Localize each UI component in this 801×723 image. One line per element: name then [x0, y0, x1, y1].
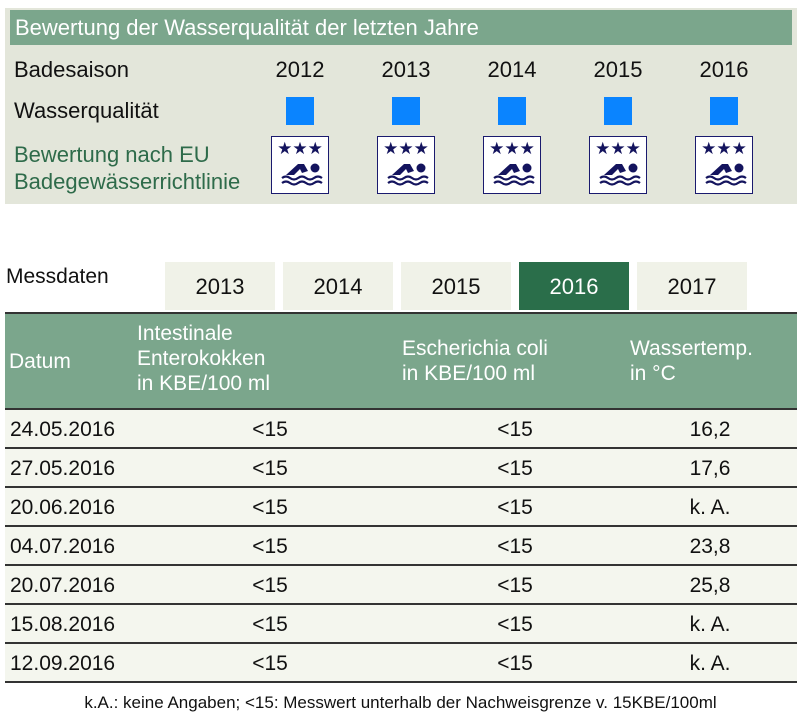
quality-indicator — [710, 97, 738, 125]
season-year: 2016 — [699, 57, 749, 82]
quality-indicator — [286, 97, 314, 125]
cell-ecoli: <15 — [497, 535, 533, 558]
panel-title: Bewertung der Wasserqualität der letzten… — [10, 10, 792, 45]
water-quality-panel: Bewertung der Wasserqualität der letzten… — [5, 8, 797, 204]
tab-2015[interactable]: 2015 — [401, 262, 511, 310]
svg-text:★★★: ★★★ — [277, 139, 323, 159]
cell-enterococci: <15 — [252, 613, 288, 636]
table-row: 20.06.2016 <15 <15 k. A. — [5, 488, 797, 527]
cell-enterococci: <15 — [252, 418, 288, 441]
cell-temperature: 16,2 — [689, 418, 731, 441]
cell-enterococci: <15 — [252, 496, 288, 519]
eu-rating-badge-icon: ★★★ — [695, 136, 753, 194]
eu-rating-badge-icon: ★★★ — [589, 136, 647, 194]
svg-text:★★★: ★★★ — [701, 139, 747, 159]
eu-rating-badge-icon: ★★★ — [483, 136, 541, 194]
cell-temperature: 25,8 — [689, 574, 731, 597]
tab-2017[interactable]: 2017 — [637, 262, 747, 310]
cell-date: 12.09.2016 — [10, 652, 116, 675]
cell-ecoli: <15 — [497, 457, 533, 480]
season-year: 2012 — [275, 57, 325, 82]
quality-label: Wasserqualität — [14, 98, 159, 123]
cell-date: 27.05.2016 — [10, 457, 116, 480]
cell-enterococci: <15 — [252, 574, 288, 597]
cell-temperature: 17,6 — [689, 457, 731, 480]
tab-2016[interactable]: 2016 — [519, 262, 629, 310]
cell-ecoli: <15 — [497, 652, 533, 675]
table-row: 12.09.2016 <15 <15 k. A. — [5, 644, 797, 683]
cell-date: 20.06.2016 — [10, 496, 116, 519]
quality-indicator — [392, 97, 420, 125]
tab-2013[interactable]: 2013 — [165, 262, 275, 310]
cell-date: 24.05.2016 — [10, 418, 116, 441]
header-ecoli: Escherichia coli in KBE/100 ml — [402, 337, 548, 385]
eu-label: Bewertung nach EU Badegewässerrichtlinie — [14, 142, 241, 194]
cell-ecoli: <15 — [497, 613, 533, 636]
cell-enterococci: <15 — [252, 652, 288, 675]
cell-date: 04.07.2016 — [10, 535, 116, 558]
season-year: 2013 — [381, 57, 431, 82]
table-row: 24.05.2016 <15 <15 16,2 — [5, 410, 797, 449]
cell-temperature: 23,8 — [689, 535, 731, 558]
quality-indicator — [604, 97, 632, 125]
cell-ecoli: <15 — [497, 496, 533, 519]
header-date: Datum — [9, 350, 71, 373]
tab-2014[interactable]: 2014 — [283, 262, 393, 310]
season-year: 2015 — [593, 57, 643, 82]
cell-enterococci: <15 — [252, 535, 288, 558]
table-row: 20.07.2016 <15 <15 25,8 — [5, 566, 797, 605]
cell-enterococci: <15 — [252, 457, 288, 480]
cell-date: 20.07.2016 — [10, 574, 116, 597]
svg-text:★★★: ★★★ — [383, 139, 429, 159]
season-label: Badesaison — [14, 57, 129, 82]
cell-temperature: k. A. — [689, 496, 731, 519]
footnote: k.A.: keine Angaben; <15: Messwert unter… — [84, 693, 717, 712]
table-row: 15.08.2016 <15 <15 k. A. — [5, 605, 797, 644]
cell-temperature: k. A. — [689, 652, 731, 675]
svg-text:★★★: ★★★ — [595, 139, 641, 159]
table-row: 04.07.2016 <15 <15 23,8 — [5, 527, 797, 566]
eu-rating-badge-icon: ★★★ — [271, 136, 329, 194]
table-row: 27.05.2016 <15 <15 17,6 — [5, 449, 797, 488]
header-temperature: Wassertemp. in °C — [630, 337, 753, 385]
cell-ecoli: <15 — [497, 574, 533, 597]
cell-date: 15.08.2016 — [10, 613, 116, 636]
cell-temperature: k. A. — [689, 613, 731, 636]
eu-rating-badge-icon: ★★★ — [377, 136, 435, 194]
measurements-label: Messdaten — [6, 265, 109, 288]
header-enterococci: Intestinale Enterokokken in KBE/100 ml — [137, 322, 271, 395]
season-year: 2014 — [487, 57, 537, 82]
cell-ecoli: <15 — [497, 418, 533, 441]
quality-indicator — [498, 97, 526, 125]
table-header: Datum Intestinale Enterokokken in KBE/100 … — [5, 312, 797, 410]
svg-text:★★★: ★★★ — [489, 139, 535, 159]
